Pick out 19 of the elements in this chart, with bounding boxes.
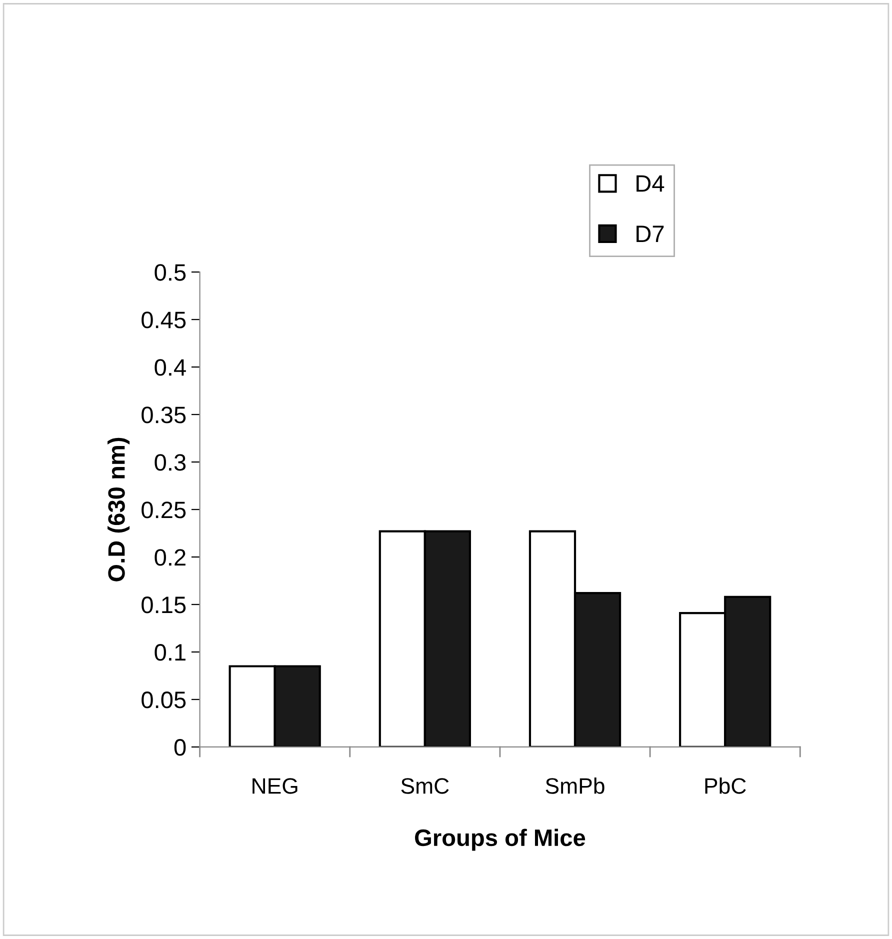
y-tick-label: 0.1 bbox=[154, 644, 186, 661]
y-tick-label: 0.15 bbox=[142, 596, 186, 614]
y-tick-label: 0.25 bbox=[142, 502, 186, 518]
y-axis-title: O.D (630 nm) bbox=[108, 438, 130, 582]
x-tick-label: SmC bbox=[401, 778, 449, 794]
y-tick-label: 0.3 bbox=[154, 454, 186, 471]
y-tick-label: 0.45 bbox=[142, 312, 186, 328]
legend-label: D7 bbox=[636, 226, 664, 242]
y-tick-label: 0.2 bbox=[154, 549, 186, 566]
x-tick-label: NEG bbox=[252, 778, 298, 794]
y-tick-label: 0.35 bbox=[142, 406, 186, 424]
x-tick-label: PbC bbox=[705, 778, 746, 794]
y-tick-label: 0 bbox=[174, 739, 186, 756]
x-axis-title: Groups of Mice bbox=[415, 828, 586, 851]
legend-label: D4 bbox=[636, 175, 664, 192]
y-tick-label: 0.4 bbox=[154, 359, 186, 376]
y-tick-label: 0.05 bbox=[142, 692, 186, 708]
x-tick-label: SmPb bbox=[546, 778, 604, 794]
y-tick-label: 0.5 bbox=[154, 264, 186, 281]
